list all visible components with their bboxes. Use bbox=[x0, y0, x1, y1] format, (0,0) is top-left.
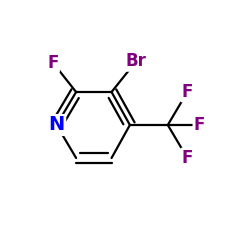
Text: F: F bbox=[182, 149, 193, 167]
Text: F: F bbox=[194, 116, 205, 134]
Text: N: N bbox=[48, 116, 65, 134]
Text: Br: Br bbox=[126, 52, 146, 70]
Text: F: F bbox=[47, 54, 58, 72]
Text: F: F bbox=[182, 83, 193, 101]
